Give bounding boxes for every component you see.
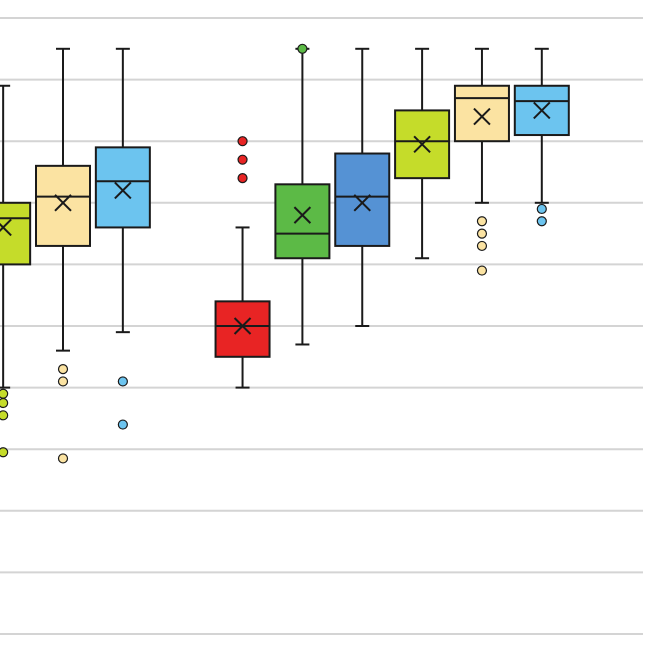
outlier-point (237, 154, 248, 165)
outlier-point (57, 364, 69, 375)
outlier-point (117, 419, 128, 430)
outlier-point (476, 240, 488, 252)
box (334, 152, 391, 247)
mean-marker (54, 194, 72, 212)
mean-marker (114, 181, 132, 200)
outlier-point (297, 43, 308, 54)
outlier-point (536, 203, 547, 215)
outlier-point (476, 265, 488, 276)
outlier-point (0, 410, 9, 421)
box-plot-1 (0, 84, 32, 458)
box-plot-3 (94, 47, 151, 430)
outlier-point (57, 376, 69, 387)
outlier-point (117, 376, 128, 387)
outlier-point (237, 173, 248, 184)
box-plot-7 (394, 47, 451, 260)
box-plot-2 (35, 47, 91, 464)
box (35, 164, 91, 247)
mean-marker (0, 218, 12, 233)
outlier-point (476, 216, 488, 227)
box (0, 201, 32, 266)
outlier-point (237, 136, 248, 147)
mean-marker (233, 317, 252, 335)
box (453, 84, 510, 143)
outlier-point (0, 447, 9, 458)
box (94, 146, 151, 229)
box-series (0, 43, 570, 464)
box-plot-4 (214, 136, 271, 389)
box (214, 300, 271, 358)
mean-marker (413, 135, 431, 153)
outlier-point (536, 216, 547, 227)
box-plot-9 (513, 47, 570, 227)
outlier-point (0, 397, 9, 409)
mean-marker (473, 107, 491, 126)
mean-marker (353, 194, 371, 212)
mean-marker (293, 206, 312, 224)
box (274, 183, 331, 260)
gridlines (0, 17, 643, 635)
box-plot-8 (453, 47, 510, 276)
outlier-point (0, 388, 9, 399)
mean-marker (533, 101, 551, 120)
outlier-point (57, 453, 69, 464)
box-plot-6 (334, 47, 391, 327)
box-plot-5 (274, 43, 331, 346)
outlier-point (476, 228, 488, 239)
